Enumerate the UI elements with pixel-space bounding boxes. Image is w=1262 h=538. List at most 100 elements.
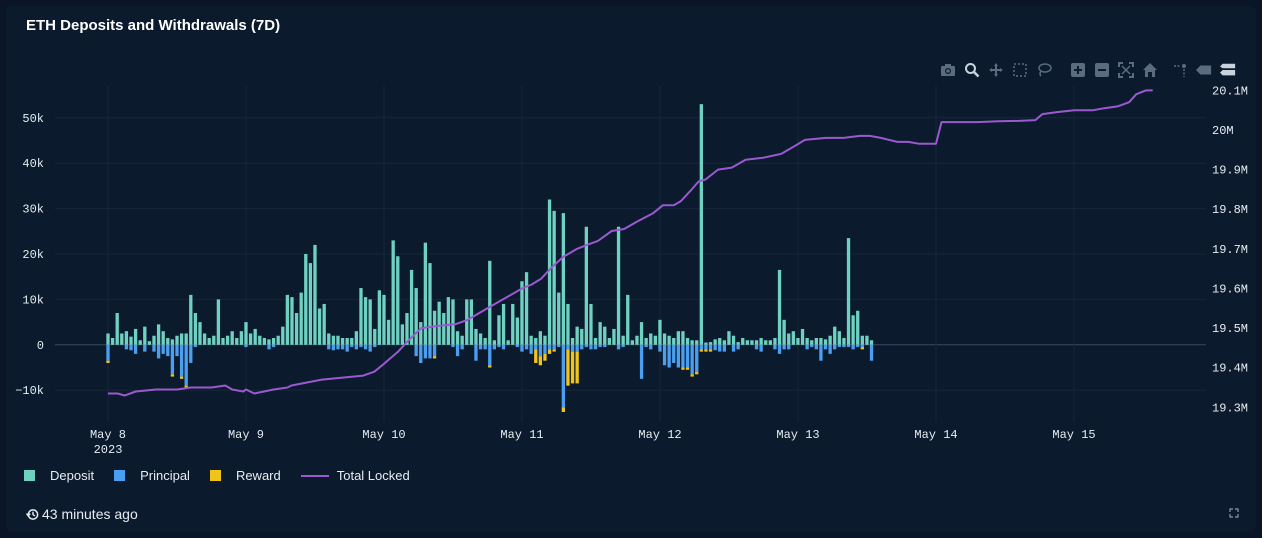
y-left-tick-label: 20k bbox=[22, 248, 44, 262]
bar-deposit bbox=[529, 335, 533, 345]
bar-reward bbox=[106, 360, 110, 363]
bar-reward bbox=[708, 349, 713, 352]
bar-principal bbox=[580, 344, 584, 350]
bar-deposit bbox=[304, 254, 308, 345]
box-select-icon[interactable] bbox=[1012, 62, 1028, 78]
bar-deposit bbox=[207, 338, 211, 345]
bar-principal bbox=[649, 344, 653, 350]
bar-deposit bbox=[391, 240, 395, 345]
bar-deposit bbox=[262, 338, 267, 345]
bar-deposit bbox=[787, 333, 791, 345]
hover-closest-icon[interactable] bbox=[1196, 62, 1212, 78]
bar-deposit bbox=[515, 317, 520, 345]
legend-item-principal[interactable]: Principal bbox=[114, 468, 190, 483]
bar-deposit bbox=[258, 335, 262, 345]
bar-principal bbox=[552, 344, 556, 350]
bar-deposit bbox=[524, 272, 529, 345]
bar-principal bbox=[672, 344, 676, 363]
bar-principal bbox=[754, 344, 759, 350]
bar-principal bbox=[860, 344, 864, 348]
bar-deposit bbox=[373, 328, 377, 345]
legend-item-reward[interactable]: Reward bbox=[209, 468, 281, 483]
y-right-tick-label: 19.6M bbox=[1212, 282, 1248, 296]
legend-item-total-locked[interactable]: Total Locked bbox=[300, 468, 410, 483]
bar-reward bbox=[575, 351, 579, 384]
bar-deposit bbox=[290, 297, 294, 345]
y-left-tick-label: 30k bbox=[22, 203, 44, 217]
bar-deposit bbox=[846, 238, 851, 345]
bar-principal bbox=[557, 344, 561, 348]
reset-axes-icon[interactable] bbox=[1142, 62, 1158, 78]
bar-principal bbox=[823, 344, 828, 350]
bar-principal bbox=[455, 344, 460, 357]
hover-compare-icon[interactable] bbox=[1220, 62, 1236, 78]
bar-principal bbox=[520, 344, 524, 352]
bar-principal bbox=[244, 344, 248, 348]
bar-deposit bbox=[699, 104, 703, 345]
lasso-icon[interactable] bbox=[1036, 62, 1052, 78]
zoom-icon[interactable] bbox=[964, 62, 980, 78]
bar-principal bbox=[179, 344, 184, 377]
bar-deposit bbox=[768, 340, 772, 345]
bar-deposit bbox=[764, 340, 768, 345]
bar-principal bbox=[833, 344, 837, 350]
x-tick-label: May 12 bbox=[638, 428, 681, 442]
bar-deposit bbox=[570, 338, 575, 345]
bar-principal bbox=[538, 344, 543, 357]
bar-deposit bbox=[731, 335, 736, 345]
bar-deposit bbox=[345, 338, 349, 345]
bar-principal bbox=[566, 344, 570, 350]
bar-principal bbox=[175, 344, 179, 357]
bar-deposit bbox=[161, 331, 165, 345]
bar-principal bbox=[106, 344, 110, 361]
bar-principal bbox=[170, 344, 175, 375]
bar-deposit bbox=[460, 335, 464, 345]
bar-principal bbox=[773, 344, 777, 350]
chart-plot[interactable]: −10k 0 10k 20k 30k 40k 50k 19.3M 19.4M 19.5M 19.6… bbox=[0, 0, 1262, 460]
bar-principal bbox=[534, 344, 538, 350]
bar-deposit bbox=[741, 338, 745, 345]
bar-principal bbox=[515, 344, 520, 348]
autoscale-icon[interactable] bbox=[1118, 62, 1134, 78]
bar-deposit bbox=[138, 340, 142, 345]
modebar bbox=[940, 62, 1244, 78]
bar-principal bbox=[143, 344, 147, 352]
spike-lines-icon[interactable] bbox=[1172, 62, 1188, 78]
last-updated-text: 43 minutes ago bbox=[42, 506, 138, 522]
bar-deposit bbox=[856, 310, 860, 345]
bar-principal bbox=[543, 344, 547, 354]
bar-principal bbox=[124, 344, 129, 350]
bar-deposit bbox=[469, 299, 474, 345]
bar-deposit bbox=[336, 335, 340, 345]
bar-deposit bbox=[106, 333, 110, 345]
expand-icon[interactable] bbox=[1229, 508, 1239, 518]
bar-deposit bbox=[483, 338, 487, 345]
bar-principal bbox=[501, 344, 506, 350]
zoom-in-icon[interactable] bbox=[1070, 62, 1086, 78]
bar-deposit bbox=[695, 340, 699, 345]
bar-deposit bbox=[317, 308, 322, 345]
bar-principal bbox=[869, 344, 874, 361]
bar-principal bbox=[713, 344, 717, 351]
camera-icon[interactable] bbox=[940, 62, 956, 78]
x-tick-label: May 10 bbox=[362, 428, 405, 442]
bar-deposit bbox=[759, 338, 763, 345]
bar-principal bbox=[359, 344, 363, 348]
bar-deposit bbox=[833, 326, 837, 345]
bar-reward bbox=[681, 367, 685, 370]
bar-deposit bbox=[423, 242, 428, 345]
bar-deposit bbox=[235, 338, 239, 345]
bar-reward bbox=[543, 353, 547, 361]
bar-reward bbox=[570, 351, 575, 384]
bar-deposit bbox=[566, 303, 570, 345]
pan-icon[interactable] bbox=[988, 62, 1004, 78]
zoom-out-icon[interactable] bbox=[1094, 62, 1110, 78]
y-left-tick-label: 0 bbox=[37, 339, 44, 353]
bar-deposit bbox=[745, 340, 749, 345]
y-left-tick-label: 50k bbox=[22, 112, 44, 126]
bar-principal bbox=[644, 344, 648, 348]
legend-item-deposit[interactable]: Deposit bbox=[24, 468, 94, 483]
bar-deposit bbox=[488, 260, 492, 345]
bar-deposit bbox=[446, 297, 451, 345]
bar-deposit bbox=[630, 340, 635, 345]
